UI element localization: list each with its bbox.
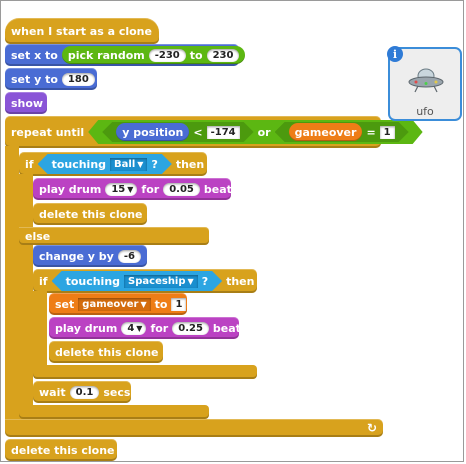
equals-input[interactable]: 1 (380, 126, 395, 139)
to-label: to (154, 297, 168, 311)
set-x-label: set x to (11, 48, 58, 62)
repeat-until-label: repeat until (11, 125, 85, 139)
less-than-sign: < (193, 125, 203, 139)
delete-clone-block-2[interactable]: delete this clone (49, 341, 163, 363)
delete-clone-block-1[interactable]: delete this clone (33, 203, 147, 225)
set-y-label: set y to (11, 72, 58, 86)
touching-label: touching (51, 157, 107, 171)
then-label: then (226, 274, 255, 288)
beats-input[interactable]: 0.05 (163, 182, 200, 196)
show-block[interactable]: show (5, 92, 47, 114)
random-from-input[interactable]: -230 (148, 48, 186, 62)
loop-arrow-icon: ↻ (366, 421, 377, 435)
touching-label: touching (65, 274, 121, 288)
change-y-block[interactable]: change y by -6 (33, 245, 147, 267)
set-x-block[interactable]: set x to pick random -230 to 230 (5, 44, 246, 66)
pick-random-label: pick random (67, 48, 145, 62)
for-label: for (150, 321, 169, 335)
for-label: for (141, 182, 160, 196)
set-label: set (55, 297, 75, 311)
if-else-arm (19, 174, 33, 424)
else-section: else (19, 227, 209, 245)
repeat-until-block[interactable]: repeat until y position < -174 or gameov… (5, 116, 381, 148)
delete-clone-block-end[interactable]: delete this clone (5, 439, 117, 461)
if-touching-spaceship-block[interactable]: if touching Spaceship ▼ ? then (33, 269, 257, 293)
or-condition[interactable]: y position < -174 or gameover = 1 (88, 120, 422, 144)
beats-input[interactable]: 0.25 (172, 321, 209, 335)
y-position-reporter[interactable]: y position (116, 123, 189, 141)
less-than-condition[interactable]: y position < -174 (102, 122, 253, 142)
equals-sign: = (366, 125, 376, 139)
question-mark: ? (201, 274, 209, 288)
touching-ball-condition[interactable]: touching Ball ▼ ? (38, 154, 172, 174)
ufo-icon (408, 68, 444, 93)
touching-target-dropdown[interactable]: Ball ▼ (110, 158, 147, 171)
if-label: if (25, 157, 34, 171)
drum-dropdown[interactable]: 15 ▼ (105, 182, 138, 196)
delete-clone-label: delete this clone (11, 443, 115, 457)
play-drum-label: play drum (55, 321, 118, 335)
play-drum-block[interactable]: play drum 4 ▼ for 0.25 beats (49, 317, 248, 339)
random-to-label: to (189, 48, 203, 62)
play-drum-label: play drum (39, 182, 102, 196)
if-spaceship-arm (33, 291, 47, 375)
change-y-input[interactable]: -6 (117, 249, 141, 263)
wait-block[interactable]: wait 0.1 secs (33, 381, 131, 403)
if-touching-ball-block[interactable]: if touching Ball ▼ ? then (19, 152, 207, 176)
repeat-until-bottom: ↻ (5, 419, 383, 437)
show-label: show (11, 96, 44, 110)
sprite-card[interactable]: i ufo (387, 46, 462, 121)
beats-label: beats (212, 321, 248, 335)
secs-label: secs (103, 385, 131, 399)
wait-input[interactable]: 0.1 (69, 385, 100, 399)
beats-label: beats (203, 182, 239, 196)
if-label: if (39, 274, 48, 288)
variable-dropdown[interactable]: gameover ▼ (78, 297, 151, 311)
play-drum-block[interactable]: play drum 15 ▼ for 0.05 beats (33, 178, 238, 200)
then-label: then (175, 157, 205, 171)
gameover-reporter[interactable]: gameover (289, 123, 363, 141)
set-variable-block[interactable]: set gameover ▼ to 1 (49, 293, 187, 315)
set-y-block[interactable]: set y to 180 (5, 68, 97, 90)
else-label: else (25, 229, 51, 243)
wait-label: wait (39, 385, 66, 399)
when-start-as-clone-hat[interactable]: when I start as a clone (5, 18, 159, 44)
equals-condition[interactable]: gameover = 1 (275, 122, 409, 142)
if-else-bottom (19, 405, 209, 419)
if-spaceship-bottom (33, 365, 257, 379)
change-y-label: change y by (39, 249, 114, 263)
or-label: or (257, 125, 271, 139)
sprite-name: ufo (416, 105, 434, 118)
touching-spaceship-condition[interactable]: touching Spaceship ▼ ? (52, 271, 223, 291)
pick-random-reporter[interactable]: pick random -230 to 230 (61, 46, 246, 64)
set-value-input[interactable]: 1 (171, 297, 187, 311)
set-y-input[interactable]: 180 (61, 72, 95, 86)
random-to-input[interactable]: 230 (206, 48, 240, 62)
question-mark: ? (151, 157, 158, 171)
repeat-until-arm (5, 146, 19, 426)
limit-input[interactable]: -174 (207, 126, 240, 139)
hat-label: when I start as a clone (11, 24, 152, 38)
touching-target-dropdown[interactable]: Spaceship ▼ (124, 275, 198, 288)
info-icon[interactable]: i (387, 46, 403, 62)
delete-clone-label: delete this clone (39, 207, 143, 221)
delete-clone-label: delete this clone (55, 345, 159, 359)
drum-dropdown[interactable]: 4 ▼ (121, 321, 147, 335)
